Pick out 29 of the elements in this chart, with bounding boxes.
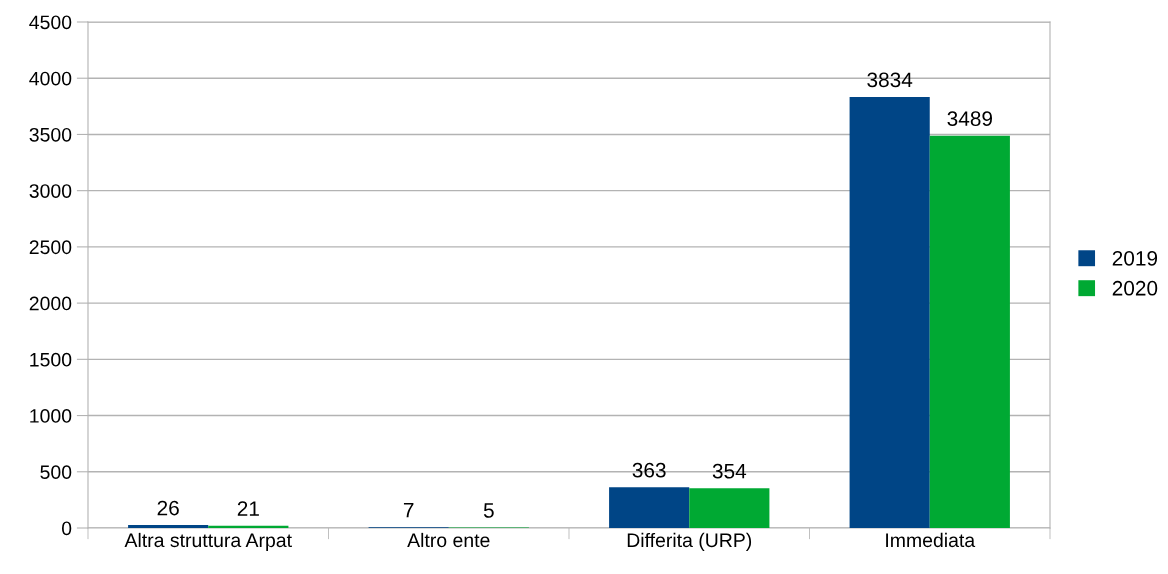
x-tick-label: Immediata: [886, 532, 976, 548]
y-tick-label: 4500: [29, 15, 72, 30]
bar: [609, 487, 690, 528]
data-label: 3834: [867, 72, 913, 88]
legend-label: 2019: [1112, 250, 1158, 266]
y-tick-label: 2500: [29, 240, 72, 255]
y-tick-label: 1500: [30, 352, 72, 367]
data-label: 7: [403, 503, 414, 518]
bar: [128, 525, 209, 528]
data-label: 363: [632, 462, 666, 478]
y-tick-label: 3000: [29, 184, 72, 198]
data-label: 354: [712, 463, 747, 479]
data-label: 5: [483, 503, 494, 518]
data-label: 26: [157, 500, 179, 516]
bar: [929, 135, 1010, 528]
legend-label: 2020: [1112, 280, 1158, 296]
y-tick-label: 1000: [30, 409, 72, 423]
x-tick-label: Altra struttura Arpat: [124, 532, 292, 551]
data-label: 21: [237, 501, 259, 516]
y-tick-label: 2000: [29, 296, 72, 311]
y-tick-label: 0: [61, 521, 72, 536]
x-tick-label: Differita (URP): [627, 532, 752, 551]
bar: [849, 96, 930, 528]
bar: [689, 488, 770, 528]
data-label: 3489: [947, 111, 993, 127]
x-tick-label: Altro ente: [407, 532, 490, 548]
y-tick-label: 4000: [29, 71, 72, 86]
y-tick-label: 500: [40, 465, 72, 480]
y-tick-label: 3500: [29, 127, 72, 142]
